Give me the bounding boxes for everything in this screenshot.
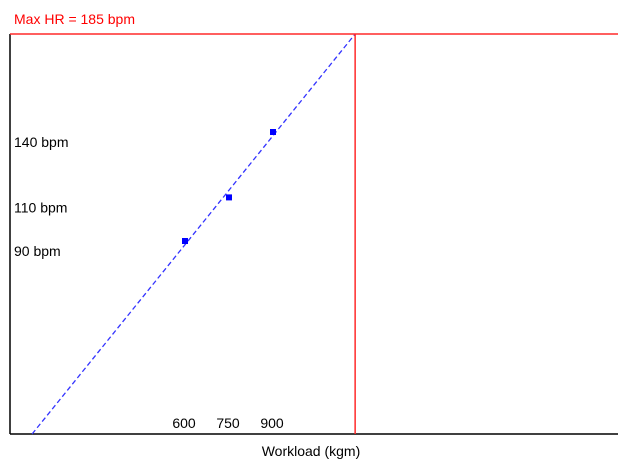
x-axis-label: Workload (kgm) xyxy=(262,443,361,459)
data-point xyxy=(270,129,276,135)
data-point xyxy=(226,194,232,201)
x-tick-label: 600 xyxy=(172,415,196,431)
trend-line xyxy=(31,33,356,435)
y-tick-label: 90 bpm xyxy=(14,243,61,259)
y-tick-label: 110 bpm xyxy=(14,199,67,215)
max-hr-label: Max HR = 185 bpm xyxy=(14,11,135,27)
x-tick-label: 750 xyxy=(216,415,240,431)
x-tick-label: 900 xyxy=(260,415,284,431)
data-point xyxy=(182,238,188,244)
y-tick-label: 140 bpm xyxy=(14,134,68,150)
